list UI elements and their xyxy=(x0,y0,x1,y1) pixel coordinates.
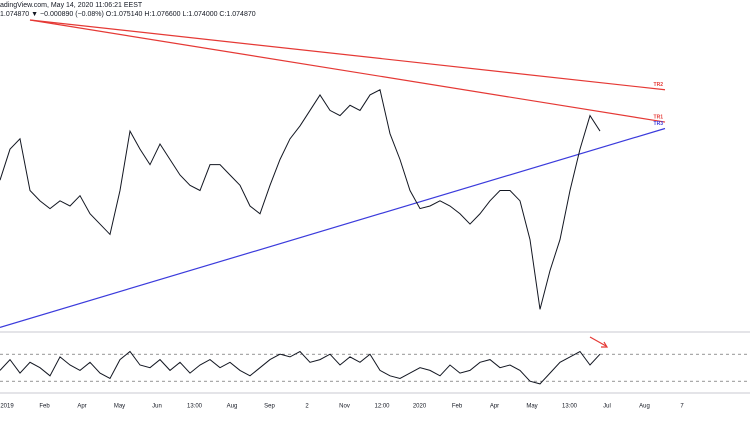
x-tick-label: Aug xyxy=(227,404,238,410)
x-tick-label: Nov xyxy=(339,404,350,410)
x-tick-label: 2 xyxy=(305,404,309,410)
x-tick-label: Jun xyxy=(152,404,162,410)
x-tick-label: Apr xyxy=(77,404,86,410)
trendline-label: TR2 xyxy=(654,82,664,88)
x-tick-label: 13:00 xyxy=(187,404,203,410)
arrow xyxy=(589,336,607,347)
series-line xyxy=(0,350,601,385)
x-tick-label: Jul xyxy=(603,404,611,410)
x-tick-label: Aug xyxy=(639,404,650,410)
x-tick-label: Sep xyxy=(264,404,275,410)
trendline xyxy=(0,127,666,328)
x-tick-label: 12:00 xyxy=(374,404,390,410)
x-tick-label: 2019 xyxy=(0,404,14,410)
header-source: adingView.com, May 14, 2020 11:06:21 EES… xyxy=(0,2,143,9)
trendline xyxy=(29,19,666,91)
trendline xyxy=(29,19,666,123)
x-tick-label: May xyxy=(114,404,125,410)
x-tick-label: 2020 xyxy=(413,404,427,410)
x-tick-label: Feb xyxy=(39,404,50,410)
trendline-label: TR1 xyxy=(654,114,664,120)
header-quote: 1.074870 ▼ −0.000890 (−0.08%) O:1.075140… xyxy=(0,11,256,18)
x-tick-label: Feb xyxy=(452,404,463,410)
series-line xyxy=(0,89,601,310)
x-tick-label: May xyxy=(526,404,537,410)
x-tick-label: 7 xyxy=(680,404,684,410)
trendline-label: TR3 xyxy=(654,121,664,127)
x-tick-label: 13:00 xyxy=(562,404,578,410)
x-tick-label: Apr xyxy=(490,404,499,410)
arrow-head xyxy=(601,341,609,348)
